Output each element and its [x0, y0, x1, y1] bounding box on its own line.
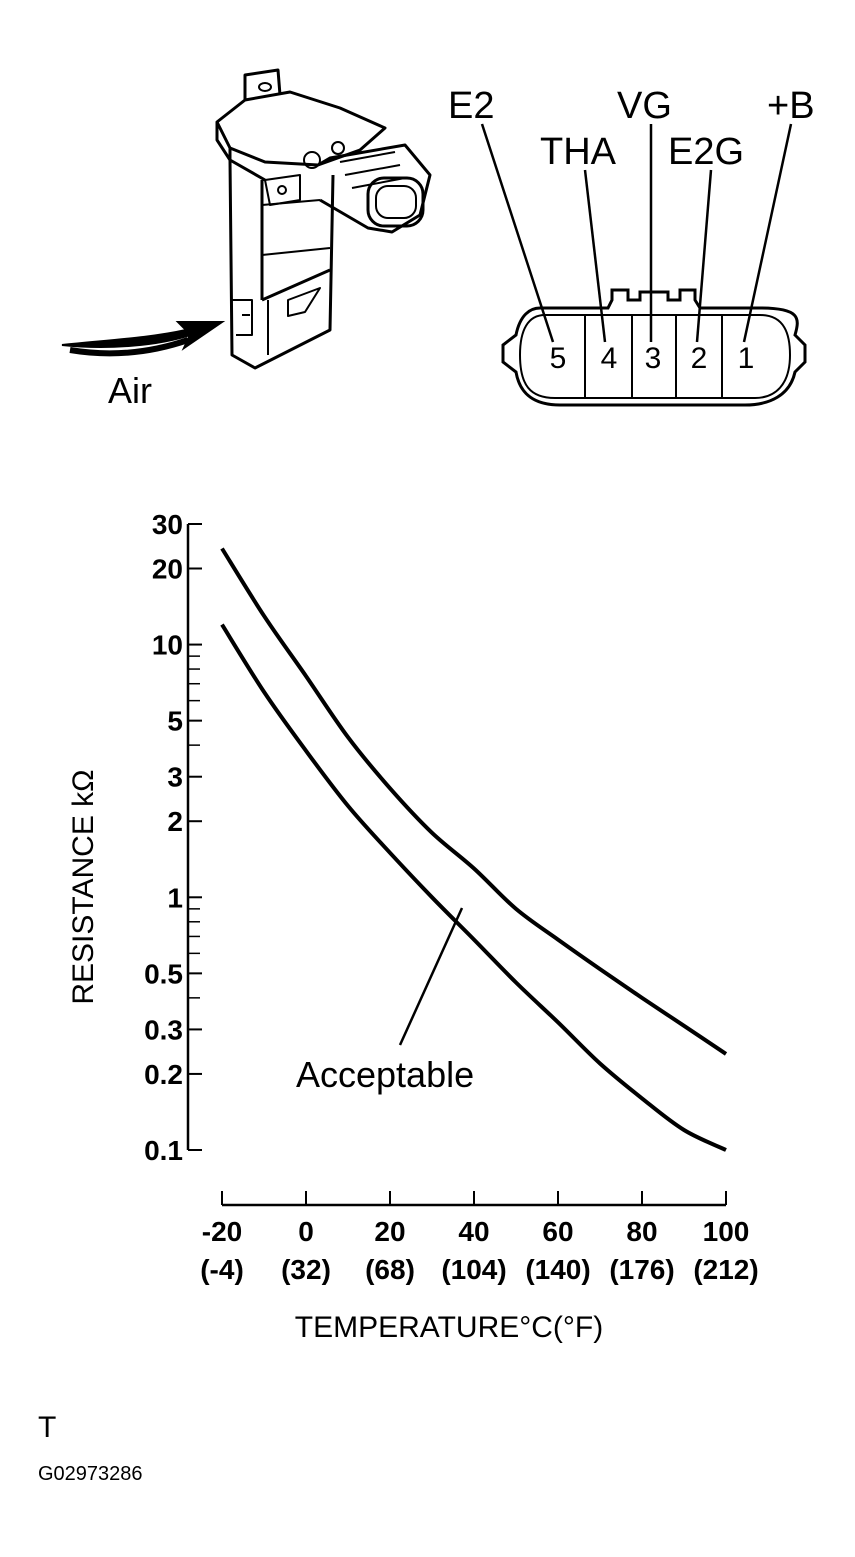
- air-flow-arrow: [61, 321, 226, 357]
- y-axis-title: RESISTANCE kΩ: [67, 769, 100, 1004]
- x-tick-label-celsius: 80: [626, 1216, 657, 1247]
- x-axis-title: TEMPERATURE°C(°F): [295, 1311, 603, 1344]
- x-tick-label-fahrenheit: (212): [693, 1254, 758, 1285]
- x-tick-label-celsius: 60: [542, 1216, 573, 1247]
- annotation-acceptable: Acceptable: [296, 1054, 474, 1095]
- x-tick-label-fahrenheit: (140): [525, 1254, 590, 1285]
- y-axis-ticks: 30 20 10 5 3 2 1 0.5 0.3 0.2 0.1: [144, 509, 202, 1166]
- leader-line-e2g: [695, 169, 713, 343]
- pin-number-5: 5: [550, 342, 567, 375]
- upper-limit-curve: [220, 547, 728, 1056]
- pin-name-e2g: E2G: [668, 131, 744, 173]
- resistance-temperature-chart: 30 20 10 5 3 2 1 0.5 0.3 0.2 0.1 -20 (-4) 0 (32) 20 (68…: [144, 509, 759, 1285]
- figure-id: G02973286: [38, 1463, 143, 1485]
- pin-name-plus-b: +B: [767, 85, 815, 127]
- x-tick-label-fahrenheit: (68): [365, 1254, 415, 1285]
- pin-number-1: 1: [738, 342, 755, 375]
- y-tick-label: 0.2: [144, 1059, 183, 1090]
- x-tick-label-celsius: 100: [703, 1216, 750, 1247]
- x-tick-label-fahrenheit: (104): [441, 1254, 506, 1285]
- y-tick-label: 2: [167, 806, 183, 837]
- x-tick-label-celsius: 0: [298, 1216, 314, 1247]
- pin-number-3: 3: [645, 342, 662, 375]
- x-tick-label-celsius: 40: [458, 1216, 489, 1247]
- leader-line-tha: [583, 169, 607, 343]
- x-axis-ticks: -20 (-4) 0 (32) 20 (68) 40 (104) 60 (140) 80 (176) 1…: [200, 1191, 759, 1285]
- pin-name-vg: VG: [617, 85, 672, 127]
- pin-name-tha: THA: [540, 131, 617, 173]
- y-tick-label: 0.3: [144, 1014, 183, 1045]
- annotation-leader-line: [398, 907, 464, 1046]
- y-tick-label: 0.1: [144, 1135, 183, 1166]
- x-tick-label-fahrenheit: (32): [281, 1254, 331, 1285]
- x-tick-label-celsius: -20: [202, 1216, 242, 1247]
- chart-series: [220, 547, 728, 1152]
- footer-marker: T: [38, 1411, 56, 1444]
- pin-number-4: 4: [601, 342, 618, 375]
- y-tick-label: 0.5: [144, 958, 183, 989]
- air-label: Air: [108, 370, 152, 411]
- lower-limit-curve: [220, 623, 727, 1152]
- pin-number-2: 2: [691, 342, 708, 375]
- y-tick-label: 1: [167, 882, 183, 913]
- x-tick-label-fahrenheit: (176): [609, 1254, 674, 1285]
- y-tick-label: 10: [152, 630, 183, 661]
- connector-diagram: [501, 288, 807, 407]
- leader-line-plus-b: [742, 123, 793, 343]
- y-tick-label: 20: [152, 554, 183, 585]
- air-flow-meter-illustration: [215, 68, 432, 370]
- x-tick-label-fahrenheit: (-4): [200, 1254, 244, 1285]
- leader-line-e2: [480, 123, 555, 343]
- pin-leader-lines: [480, 123, 793, 343]
- pin-name-e2: E2: [448, 85, 494, 127]
- x-tick-label-celsius: 20: [374, 1216, 405, 1247]
- y-tick-label: 5: [167, 706, 183, 737]
- y-tick-label: 3: [167, 762, 183, 793]
- y-tick-label: 30: [152, 509, 183, 540]
